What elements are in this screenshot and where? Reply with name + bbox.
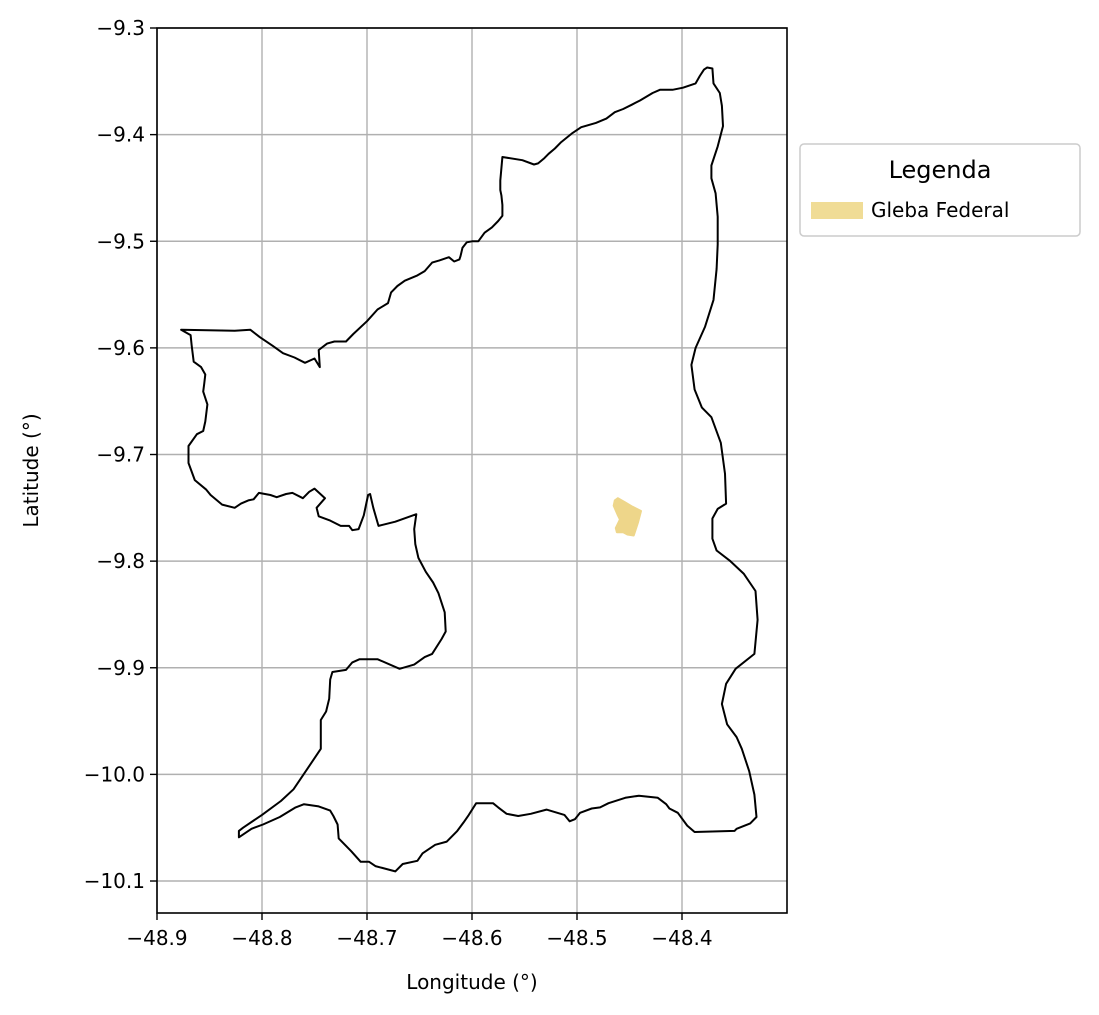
x-tick-label: −48.4 xyxy=(651,926,712,950)
legend-label-gleba-federal: Gleba Federal xyxy=(871,198,1009,222)
y-tick-label: −9.9 xyxy=(96,656,145,680)
gleba-federal-polygon xyxy=(612,497,642,537)
x-tick-label: −48.9 xyxy=(126,926,187,950)
y-tick-label: −9.7 xyxy=(96,443,145,467)
municipality-boundary xyxy=(180,66,759,873)
x-tick-label: −48.7 xyxy=(336,926,397,950)
y-tick-label: −9.5 xyxy=(96,229,145,253)
map-shapes xyxy=(180,66,759,873)
y-axis-ticks: −9.3 −9.4 −9.5 −9.6 −9.7 −9.8 −9.9 −10.0 −10.1 xyxy=(84,16,157,893)
legend-box xyxy=(799,143,1081,237)
y-tick-label: −9.4 xyxy=(96,123,145,147)
x-axis-ticks: −48.9 −48.8 −48.7 −48.6 −48.5 −48.4 xyxy=(126,913,713,950)
y-tick-label: −9.8 xyxy=(96,549,145,573)
x-tick-label: −48.8 xyxy=(231,926,292,950)
y-tick-label: −10.1 xyxy=(84,869,145,893)
x-axis-label: Longitude (°) xyxy=(406,970,537,994)
y-tick-label: −9.3 xyxy=(96,16,145,40)
y-tick-label: −10.0 xyxy=(84,762,145,786)
legend-swatch-gleba-federal xyxy=(811,202,863,219)
x-tick-label: −48.5 xyxy=(546,926,607,950)
y-axis-label: Latitude (°) xyxy=(19,413,43,527)
x-tick-label: −48.6 xyxy=(441,926,502,950)
grid-lines xyxy=(156,27,787,913)
legend: Legenda Gleba Federal xyxy=(799,143,1081,237)
y-tick-label: −9.6 xyxy=(96,336,145,360)
legend-title: Legenda xyxy=(889,156,992,184)
